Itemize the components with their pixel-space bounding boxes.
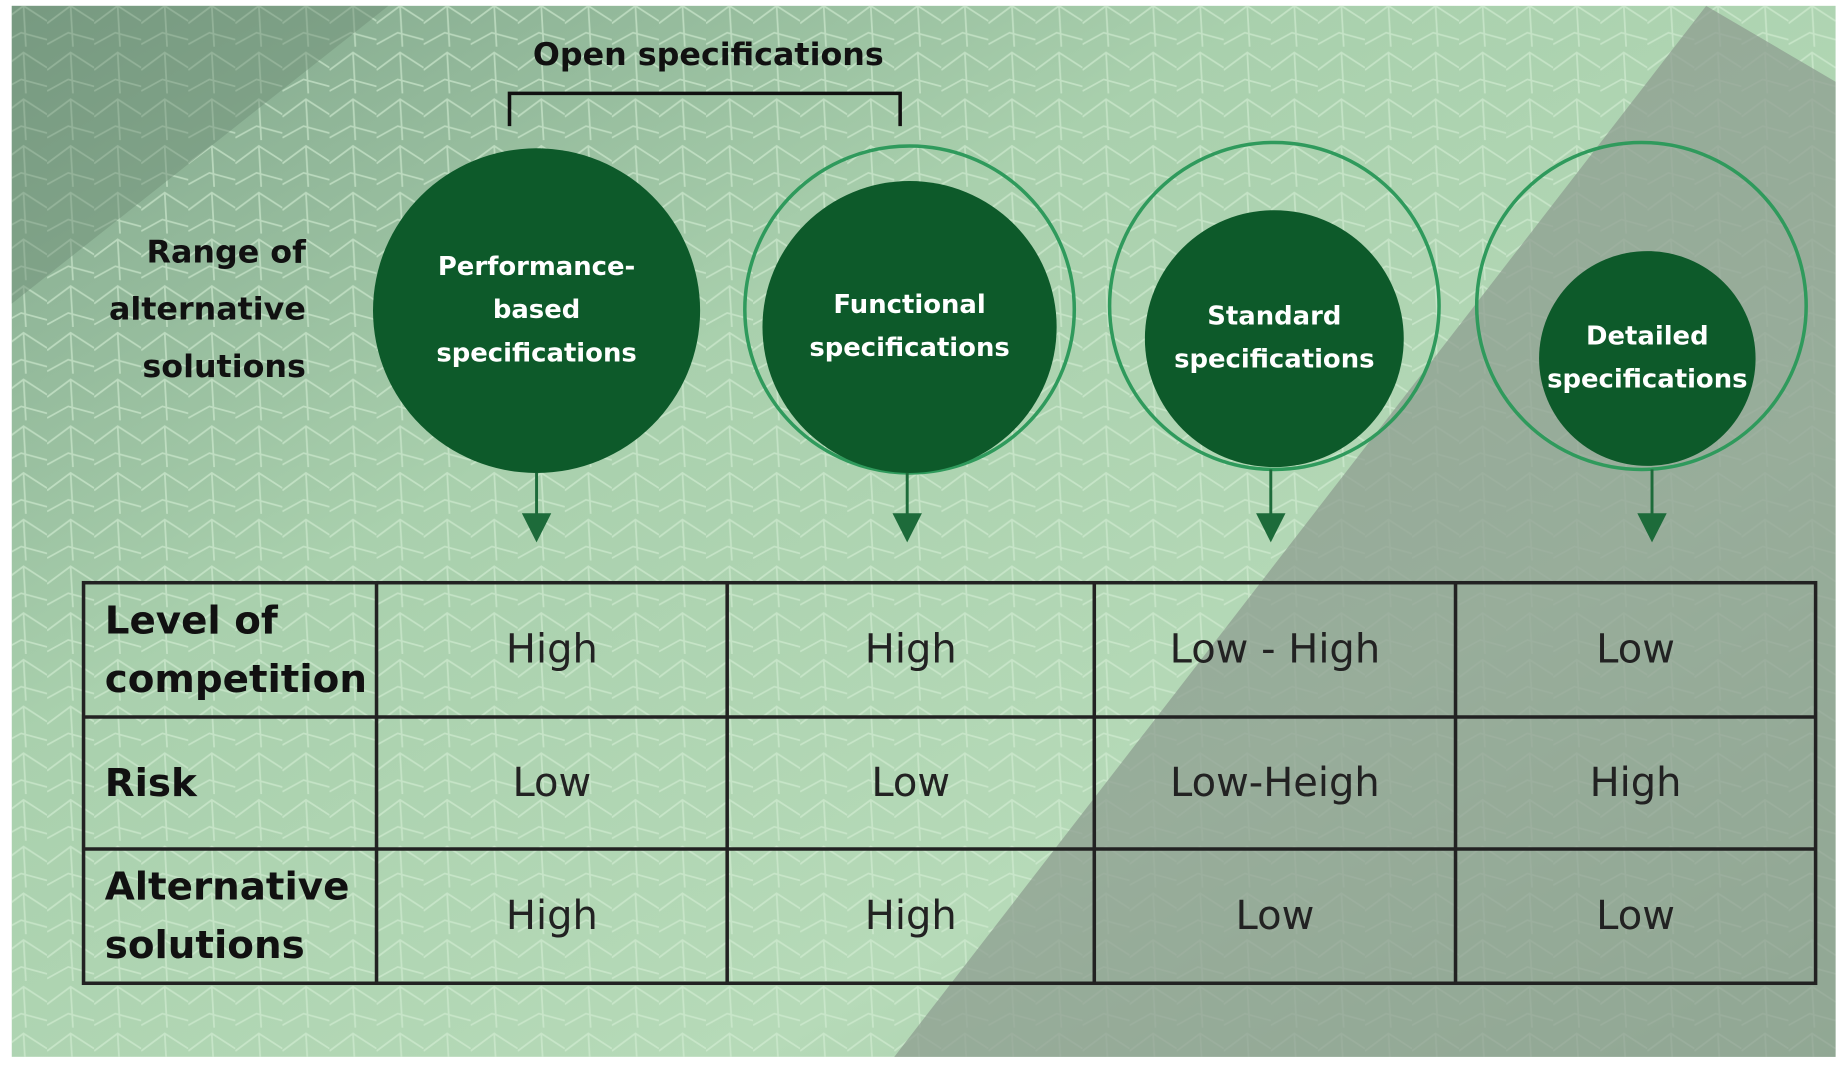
circle-ring xyxy=(1107,140,1441,472)
row-label: solutions xyxy=(105,923,305,968)
spec-circle xyxy=(1144,210,1404,468)
circle-label: specifications xyxy=(809,333,1009,363)
circle-label: specifications xyxy=(436,338,636,368)
bracket-label: Open specifications xyxy=(533,37,884,73)
cell: High xyxy=(506,893,598,939)
row-label: Risk xyxy=(105,761,198,806)
cell: Low xyxy=(1596,627,1675,673)
cell: Low-Heigh xyxy=(1170,760,1380,806)
row-label: Alternative xyxy=(105,865,350,910)
cell: Low xyxy=(512,760,591,806)
cell: High xyxy=(865,893,957,939)
bracket xyxy=(507,91,902,127)
side-label: Range of xyxy=(147,234,308,270)
row-label: Level of xyxy=(105,599,279,644)
cell: Low xyxy=(1596,893,1675,939)
circle-label: specifications xyxy=(1174,345,1374,375)
cell: High xyxy=(865,627,957,673)
spec-circle xyxy=(1539,251,1756,466)
spec-circle xyxy=(373,148,701,473)
circle-label: Detailed xyxy=(1586,321,1709,351)
side-label: alternative xyxy=(109,292,306,328)
circle-label: Standard xyxy=(1207,302,1341,332)
side-label: solutions xyxy=(142,349,306,385)
cell: Low - High xyxy=(1170,627,1381,673)
cell: Low xyxy=(871,760,950,806)
circle-label: based xyxy=(493,295,580,325)
cell: Low xyxy=(1236,893,1315,939)
circle-label: specifications xyxy=(1547,365,1747,395)
spec-circle xyxy=(762,181,1057,473)
circle-label: Performance- xyxy=(438,252,635,282)
table-border xyxy=(81,580,1818,986)
row-label: competition xyxy=(105,657,367,702)
cell: High xyxy=(506,627,598,673)
cell: High xyxy=(1590,760,1682,806)
content: Range of alternative solutions Performance-… xyxy=(81,140,1818,986)
circle-ring xyxy=(1474,140,1808,472)
circle-label: Functional xyxy=(833,290,985,320)
